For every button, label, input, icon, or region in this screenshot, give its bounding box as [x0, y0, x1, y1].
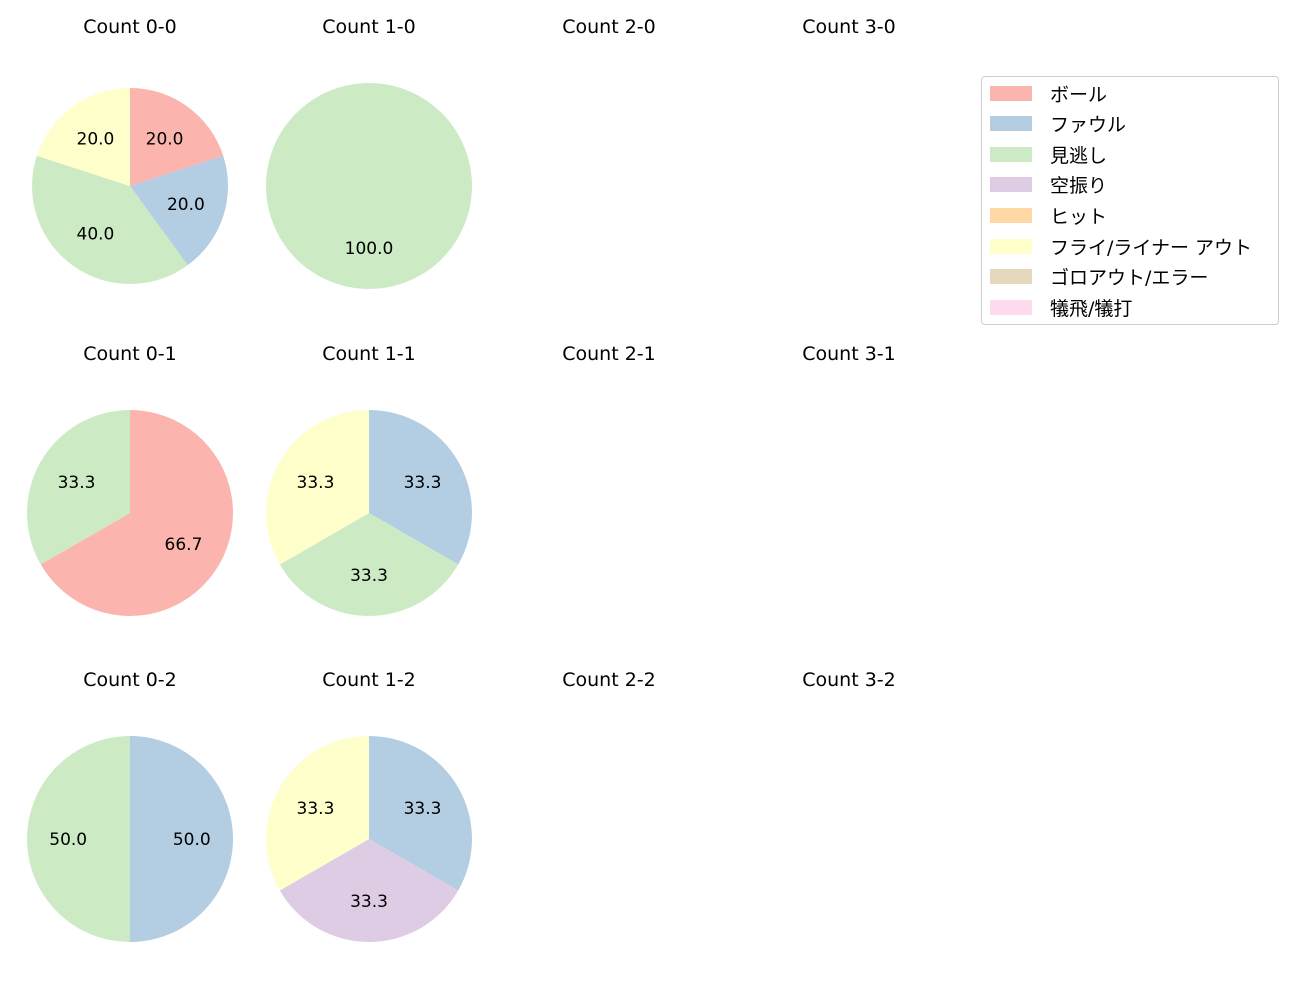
- slice-percent-label: 66.7: [165, 535, 203, 555]
- pie-subplot: Count 2-0: [489, 18, 729, 338]
- slice-percent-label: 33.3: [297, 473, 335, 493]
- slice-percent-label: 33.3: [350, 566, 388, 586]
- slice-percent-label: 40.0: [77, 225, 115, 245]
- pie-slice: [130, 155, 228, 266]
- pie-slice: [369, 736, 472, 891]
- legend-label: ヒット: [1050, 205, 1108, 228]
- legend-label: ゴロアウト/エラー: [1050, 267, 1209, 290]
- slice-percent-label: 20.0: [77, 129, 115, 149]
- pie-subplot: Count 0-1 66.7 33.3: [10, 345, 250, 665]
- slice-percent-label: 20.0: [167, 195, 205, 215]
- pie-slice: [369, 410, 472, 565]
- pie-slice: [130, 88, 224, 186]
- legend-item: 空振り: [990, 173, 1107, 197]
- legend-label: フライ/ライナー アウト: [1050, 236, 1253, 259]
- pie-chart: 50.0 50.0: [27, 736, 233, 942]
- subplot-title: Count 3-0: [802, 16, 896, 38]
- pie-subplot: Count 3-1: [729, 345, 969, 665]
- subplot-title: Count 0-2: [83, 669, 177, 691]
- pie-slice: [279, 513, 459, 616]
- legend-swatch: [990, 85, 1032, 101]
- legend-swatch: [990, 238, 1032, 254]
- slice-percent-label: 33.3: [404, 799, 442, 819]
- pie-slice: [26, 410, 130, 565]
- pie-chart: 33.3 33.3 33.3: [266, 736, 472, 942]
- pie-subplot: Count 1-2 33.3 33.3 33.3: [249, 671, 489, 991]
- subplot-title: Count 2-2: [562, 669, 656, 691]
- legend-label: 犠飛/犠打: [1050, 297, 1133, 320]
- pie-slice: [36, 88, 130, 186]
- slice-percent-label: 33.3: [350, 892, 388, 912]
- slice-percent-label: 20.0: [146, 129, 184, 149]
- slice-percent-label: 50.0: [173, 830, 211, 850]
- pie-slice: [279, 839, 459, 942]
- legend-label: ボール: [1050, 83, 1108, 106]
- pie-slice: [40, 410, 233, 616]
- pie-slice: [27, 736, 130, 942]
- slice-percent-label: 33.3: [297, 799, 335, 819]
- pie-slice: [266, 736, 369, 891]
- legend: ボールファウル見逃し空振りヒットフライ/ライナー アウト ゴロアウト/エラー 犠飛/…: [981, 76, 1279, 325]
- pie-subplot: Count 3-0: [729, 18, 969, 338]
- legend-item: フライ/ライナー アウト: [990, 234, 1253, 259]
- pie-subplot: Count 1-0 100.0: [249, 18, 489, 338]
- subplot-title: Count 2-1: [562, 343, 656, 365]
- pie-subplot: Count 2-2: [489, 671, 729, 991]
- pie-slice: [266, 83, 472, 289]
- legend-item: ボール: [990, 81, 1108, 106]
- pie-subplot: Count 0-0 20.0 20.0 40.0 20.0: [10, 18, 250, 338]
- legend-swatch: [990, 299, 1032, 315]
- pie-subplot: Count 3-2: [729, 671, 969, 991]
- subplot-title: Count 0-1: [83, 343, 177, 365]
- subplot-title: Count 1-1: [322, 343, 416, 365]
- legend-item: ヒット: [990, 203, 1108, 228]
- legend-label: ファウル: [1050, 114, 1127, 137]
- slice-percent-label: 100.0: [345, 239, 394, 259]
- subplot-title: Count 2-0: [562, 16, 656, 38]
- pie-chart: 100.0: [266, 83, 472, 289]
- slice-percent-label: 50.0: [49, 830, 87, 850]
- pie-chart: 66.7 33.3: [26, 410, 233, 616]
- pie-subplot: Count 0-2 50.0 50.0: [10, 671, 250, 991]
- subplot-title: Count 0-0: [83, 16, 177, 38]
- pie-slice: [31, 155, 188, 284]
- legend-label: 見逃し: [1050, 144, 1108, 167]
- pie-subplot: Count 1-1 33.3 33.3 33.3: [249, 345, 489, 665]
- pie-slice: [130, 736, 233, 942]
- pie-chart: 20.0 20.0 40.0 20.0: [31, 88, 228, 284]
- legend-item: ファウル: [990, 112, 1126, 136]
- pie-chart: 33.3 33.3 33.3: [266, 410, 472, 616]
- legend-swatch: [990, 177, 1032, 193]
- subplot-title: Count 3-1: [802, 343, 896, 365]
- slice-percent-label: 33.3: [404, 473, 442, 493]
- subplot-title: Count 1-0: [322, 16, 416, 38]
- legend-swatch: [990, 207, 1032, 223]
- legend-swatch: [990, 146, 1032, 162]
- subplot-title: Count 3-2: [802, 669, 896, 691]
- slice-percent-label: 33.3: [58, 473, 96, 493]
- legend-item: ゴロアウト/エラー: [990, 265, 1208, 289]
- subplot-title: Count 1-2: [322, 669, 416, 691]
- legend-swatch: [990, 269, 1032, 285]
- legend-item: 見逃し: [990, 142, 1108, 167]
- legend-swatch: [990, 116, 1032, 132]
- legend-label: 空振り: [1050, 175, 1108, 198]
- pie-slice: [266, 410, 369, 565]
- pie-subplot: Count 2-1: [489, 345, 729, 665]
- legend-item: 犠飛/犠打: [990, 295, 1133, 320]
